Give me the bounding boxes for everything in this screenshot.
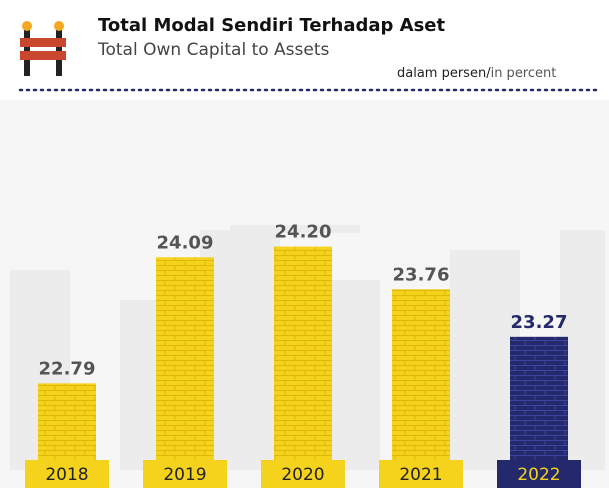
value-label: 24.20 (275, 222, 332, 243)
unit-label-id: dalam persen/ (397, 66, 491, 81)
bar (392, 289, 450, 460)
value-label: 23.76 (393, 264, 450, 285)
x-tick-label: 2020 (281, 465, 324, 485)
chart-title: Total Modal Sendiri Terhadap Aset (98, 15, 446, 36)
x-tick-label: 2019 (163, 465, 206, 485)
x-tick-label: 2022 (517, 465, 560, 485)
chart-subtitle: Total Own Capital to Assets (97, 40, 330, 60)
bar (510, 337, 568, 460)
bar (274, 247, 332, 460)
unit-label: dalam persen/in percent (397, 66, 556, 81)
value-label: 23.27 (511, 312, 568, 333)
value-label: 24.09 (157, 232, 214, 253)
chart: Total Modal Sendiri Terhadap Aset Total … (0, 0, 609, 488)
x-tick-label: 2018 (45, 465, 88, 485)
unit-label-en: in percent (491, 66, 557, 81)
bar (156, 257, 214, 460)
x-tick-label: 2021 (399, 465, 442, 485)
value-label: 22.79 (39, 358, 96, 379)
bar (38, 383, 96, 460)
